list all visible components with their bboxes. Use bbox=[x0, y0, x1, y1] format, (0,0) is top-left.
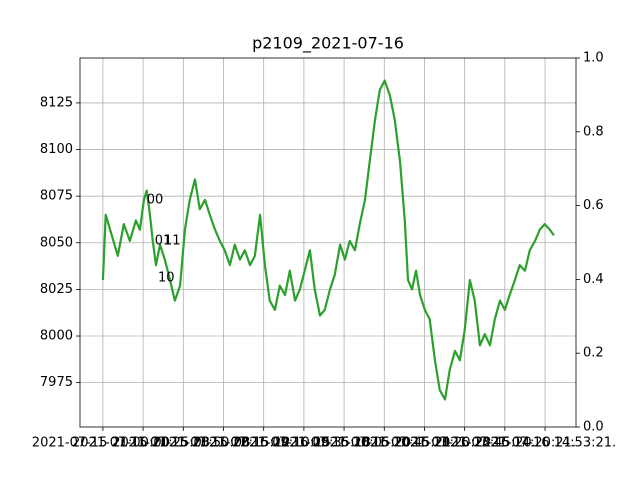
x-tick-label: 2021-07-15 21:00:00. bbox=[32, 436, 174, 451]
annotation: 11 bbox=[164, 233, 181, 248]
x-tick-label: 2021-07-16 13:45:20. bbox=[394, 436, 536, 451]
y2-tick-label: 1.0 bbox=[583, 51, 604, 66]
y-tick-label: 7975 bbox=[40, 375, 73, 390]
annotation: 10 bbox=[158, 271, 175, 286]
x-tick-label: 2021-07-16 14:20:21. bbox=[434, 436, 576, 451]
y2-tick-label: 0.6 bbox=[583, 198, 604, 213]
y-tick-label: 8125 bbox=[40, 95, 73, 110]
annotation: 01 bbox=[155, 233, 172, 248]
x-tick-label: 2021-07-16 10:05:20. bbox=[273, 436, 415, 451]
x-tick-label: 2021-07-16 09:35:18. bbox=[233, 436, 375, 451]
y2-tick-label: 0.4 bbox=[583, 272, 604, 287]
y2-tick-label: 0.2 bbox=[583, 346, 604, 361]
x-tick-label: 2021-07-16 11:20:22. bbox=[353, 436, 495, 451]
y2-tick-label: 0.8 bbox=[583, 124, 604, 139]
x-tick-label: 2021-07-16 14:53:21. bbox=[474, 436, 616, 451]
x-tick-label: 2021-07-15 21:50:08. bbox=[112, 436, 254, 451]
plot-frame bbox=[79, 57, 577, 428]
x-tick-label: 2021-07-15 22:15:12. bbox=[152, 436, 294, 451]
y-tick-label: 8050 bbox=[40, 235, 73, 250]
y-tick-label: 8000 bbox=[40, 329, 73, 344]
chart-title: p2109_2021-07-16 bbox=[252, 34, 404, 54]
x-tick-label: 2021-07-16 10:45:21. bbox=[313, 436, 455, 451]
y2-tick-label: 0.0 bbox=[583, 420, 604, 435]
y-tick-label: 8025 bbox=[40, 282, 73, 297]
annotation: 00 bbox=[147, 192, 164, 207]
y-tick-label: 8075 bbox=[40, 189, 73, 204]
x-tick-label: 2021-07-15 21:25:03. bbox=[72, 436, 214, 451]
x-tick-label: 2021-07-16 09:10:15. bbox=[193, 436, 335, 451]
y-tick-label: 8100 bbox=[40, 142, 73, 157]
price-line bbox=[101, 79, 555, 401]
